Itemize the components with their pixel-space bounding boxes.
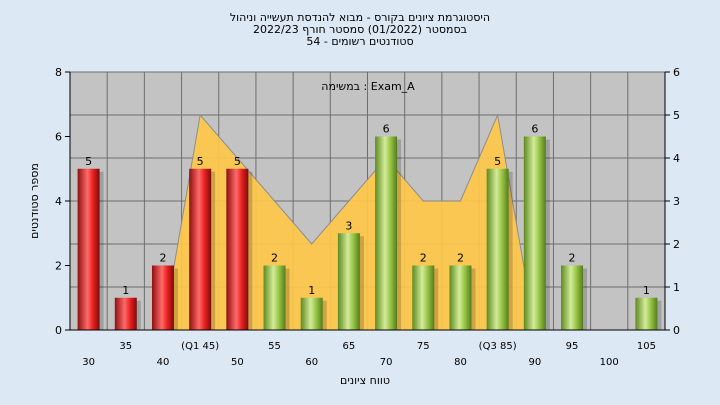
- bar-105: [635, 297, 658, 330]
- x-tick-label: 30: [82, 357, 95, 368]
- data-label: 5: [85, 155, 92, 168]
- exam-annotation: במשימה : Exam_A: [321, 80, 415, 93]
- data-label: 2: [271, 252, 278, 265]
- x-tick-label: 75: [417, 341, 430, 352]
- chart-title-line: סטודנטים רשומים - 54: [306, 35, 413, 48]
- x-tick-label: 105: [637, 341, 656, 352]
- bar-35: [114, 297, 137, 330]
- data-label: 2: [420, 252, 427, 265]
- y-tick-label: 8: [55, 66, 62, 79]
- y-tick-label: 0: [55, 324, 62, 337]
- x-tick-label: 50: [231, 357, 244, 368]
- bar-80: [449, 265, 472, 330]
- bar-60: [300, 297, 323, 330]
- x-tick-label: (Q3 85): [479, 341, 517, 352]
- bar-40: [151, 265, 174, 330]
- bar-75: [412, 265, 435, 330]
- x-tick-label: 65: [343, 341, 356, 352]
- y2-tick-label: 3: [673, 195, 680, 208]
- x-tick-label: 80: [454, 357, 467, 368]
- x-tick-label: (Q1 45): [181, 341, 219, 352]
- y2-tick-label: 6: [673, 66, 680, 79]
- x-tick-label: 70: [380, 357, 393, 368]
- chart-title-line: היסטוגרמת ציונים בקורס - מבוא להנדסת תעש…: [230, 11, 490, 24]
- data-label: 1: [308, 284, 315, 297]
- bar-(Q3 85): [486, 168, 509, 330]
- bar-30: [77, 168, 100, 330]
- data-label: 6: [383, 123, 390, 136]
- data-label: 2: [457, 252, 464, 265]
- x-tick-label: 60: [305, 357, 318, 368]
- bar-70: [375, 136, 398, 330]
- data-label: 3: [345, 219, 352, 232]
- x-tick-label: 100: [600, 357, 619, 368]
- bar-65: [337, 233, 360, 330]
- data-label: 2: [159, 252, 166, 265]
- y-tick-label: 6: [55, 131, 62, 144]
- x-tick-label: 55: [268, 341, 281, 352]
- chart-title-line: בסמסטר (01/2022) סמסטר חורף 2022/23: [253, 23, 467, 36]
- data-label: 2: [569, 252, 576, 265]
- data-label: 5: [234, 155, 241, 168]
- data-label: 1: [643, 284, 650, 297]
- data-label: 1: [122, 284, 129, 297]
- y2-tick-label: 1: [673, 281, 680, 294]
- x-tick-label: 95: [566, 341, 579, 352]
- y2-tick-label: 0: [673, 324, 680, 337]
- bar-55: [263, 265, 286, 330]
- y2-tick-label: 4: [673, 152, 680, 165]
- data-label: 5: [494, 155, 501, 168]
- x-tick-label: 90: [528, 357, 541, 368]
- x-tick-label: 40: [157, 357, 170, 368]
- x-tick-label: 35: [119, 341, 132, 352]
- y-tick-label: 4: [55, 195, 62, 208]
- data-label: 5: [197, 155, 204, 168]
- bar-90: [523, 136, 546, 330]
- bar-50: [226, 168, 249, 330]
- y2-tick-label: 5: [673, 109, 680, 122]
- y-axis-title: מספר סטודנטים: [28, 163, 41, 239]
- data-label: 6: [531, 123, 538, 136]
- y2-tick-label: 2: [673, 238, 680, 251]
- bar-(Q1 45): [189, 168, 212, 330]
- bar-95: [561, 265, 584, 330]
- x-axis-title: טווח ציונים: [340, 374, 390, 387]
- y-tick-label: 2: [55, 260, 62, 273]
